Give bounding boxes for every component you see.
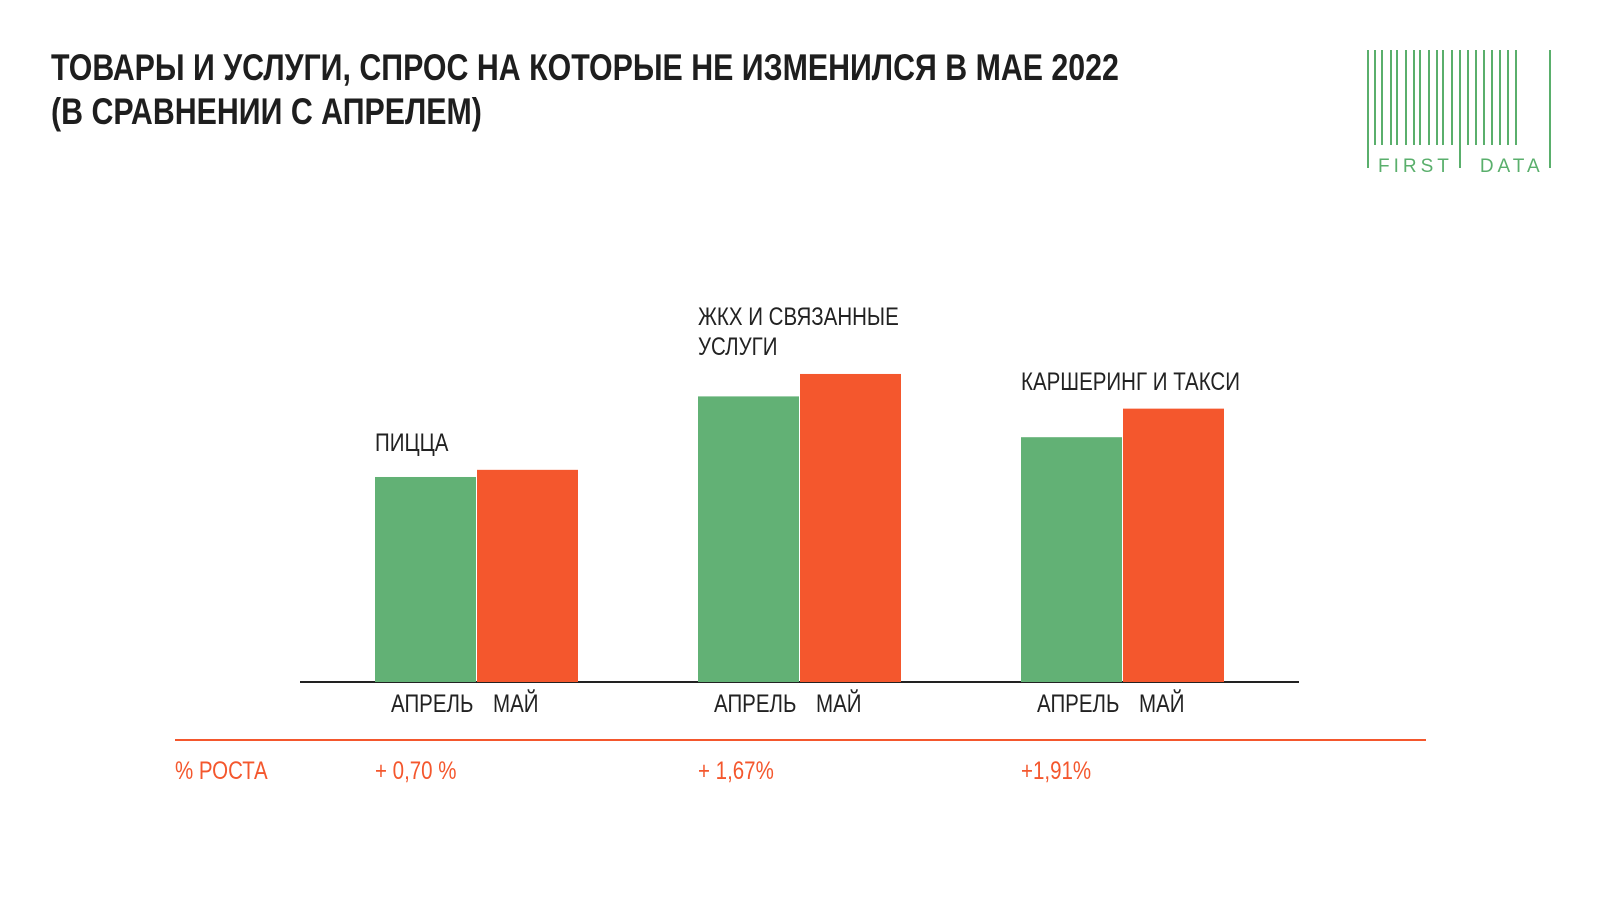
category-label: ПИЦЦА	[375, 428, 449, 457]
growth-value: + 0,70 %	[375, 757, 457, 785]
growth-value: +1,91%	[1021, 757, 1092, 785]
bar	[800, 373, 901, 682]
series-label: МАЙ	[816, 690, 862, 718]
growth-title: % РОСТА	[175, 757, 268, 785]
category-label: КАРШЕРИНГ И ТАКСИ	[1021, 367, 1240, 396]
growth-value: + 1,67%	[698, 757, 774, 785]
category-label: ЖКХ И СВЯЗАННЫЕ УСЛУГИ	[698, 302, 899, 361]
series-label: АПРЕЛЬ	[1037, 690, 1120, 718]
bar	[1123, 408, 1224, 682]
bar	[698, 396, 799, 682]
series-label: МАЙ	[493, 690, 539, 718]
logo-text: FIRST DATA	[1378, 156, 1544, 177]
bar	[375, 476, 476, 682]
series-label: МАЙ	[1139, 690, 1185, 718]
logo-barcode	[1367, 50, 1551, 168]
bar	[1021, 437, 1122, 682]
series-label: АПРЕЛЬ	[391, 690, 474, 718]
chart-title: ТОВАРЫ И УСЛУГИ, СПРОС НА КОТОРЫЕ НЕ ИЗМ…	[51, 47, 1119, 132]
series-label: АПРЕЛЬ	[714, 690, 797, 718]
bar	[477, 469, 578, 682]
